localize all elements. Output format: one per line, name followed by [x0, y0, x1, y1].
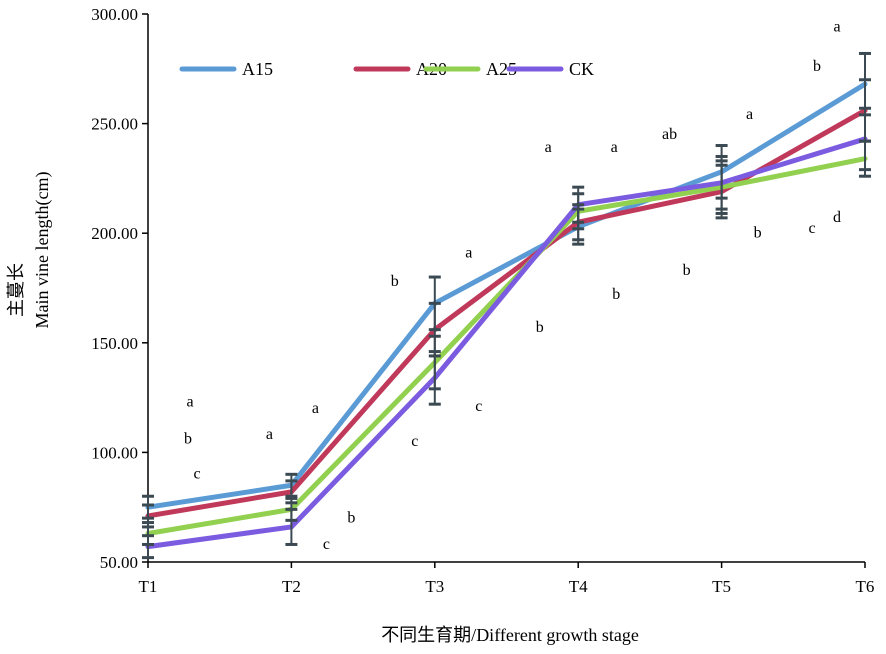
significance-letter: c: [475, 398, 482, 415]
series-lines: [145, 81, 868, 550]
significance-letter: c: [193, 466, 200, 483]
significance-letter: b: [813, 58, 821, 75]
significance-letter: b: [536, 319, 544, 336]
x-ticks: T1 T2 T3 T4 T5 T6: [139, 562, 875, 596]
error-bar: [715, 154, 728, 211]
x-tick-label: T2: [282, 577, 301, 596]
legend-item-a15: A15: [179, 59, 273, 79]
y-tick-label: 100.00: [91, 443, 138, 462]
y-tick-label: 150.00: [91, 334, 138, 353]
significance-letter: a: [465, 244, 472, 261]
series-line-ck: [145, 136, 868, 550]
x-tick-label: T1: [139, 577, 158, 596]
significance-letter: a: [545, 139, 552, 156]
legend-label: CK: [569, 59, 594, 79]
significance-letter: b: [612, 286, 620, 303]
significance-letter: d: [833, 209, 841, 226]
error-bar: [572, 185, 585, 224]
axes: [147, 14, 865, 563]
y-axis-title-en: Main vine length(cm): [32, 172, 53, 329]
legend: A15A20A25CK: [179, 59, 594, 79]
y-tick-label: 50.00: [100, 553, 138, 572]
series-line-a15: [145, 81, 868, 510]
significance-letter: a: [266, 426, 273, 443]
y-axis-title-cn: 主蔓长: [6, 263, 26, 317]
legend-item-ck: CK: [506, 59, 594, 79]
x-tick-label: T3: [425, 577, 444, 596]
significance-letter: a: [186, 393, 193, 410]
x-tick-label: T5: [712, 577, 731, 596]
significance-letter: c: [323, 536, 330, 553]
significance-letter: b: [347, 510, 355, 527]
significance-letter: a: [746, 106, 753, 123]
significance-letter: ab: [662, 126, 677, 143]
y-tick-label: 200.00: [91, 224, 138, 243]
error-bar: [859, 106, 871, 172]
significance-letter: b: [683, 262, 691, 279]
significance-letter: b: [391, 273, 399, 290]
legend-label: A15: [242, 59, 273, 79]
significance-letter: b: [184, 431, 192, 448]
significance-letter: a: [312, 400, 319, 417]
y-ticks: 50.00 100.00 150.00 200.00 250.00 300.00: [91, 5, 148, 572]
significance-letter: c: [808, 220, 815, 237]
series-line-a25: [145, 156, 868, 537]
significance-letter: b: [754, 225, 762, 242]
legend-label: A25: [486, 59, 517, 79]
error-bar: [142, 534, 154, 560]
y-tick-label: 300.00: [91, 5, 138, 24]
error-bars: [142, 51, 871, 560]
significance-letter: c: [411, 433, 418, 450]
significance-letter: a: [611, 139, 618, 156]
legend-item-a25: A25: [423, 59, 517, 79]
x-tick-label: T6: [856, 577, 875, 596]
y-tick-label: 250.00: [91, 115, 138, 134]
x-tick-label: T4: [569, 577, 588, 596]
error-bar: [285, 507, 298, 546]
error-bar: [428, 350, 441, 406]
significance-letter: a: [833, 19, 840, 36]
x-axis-title: 不同生育期/Different growth stage: [381, 625, 639, 645]
